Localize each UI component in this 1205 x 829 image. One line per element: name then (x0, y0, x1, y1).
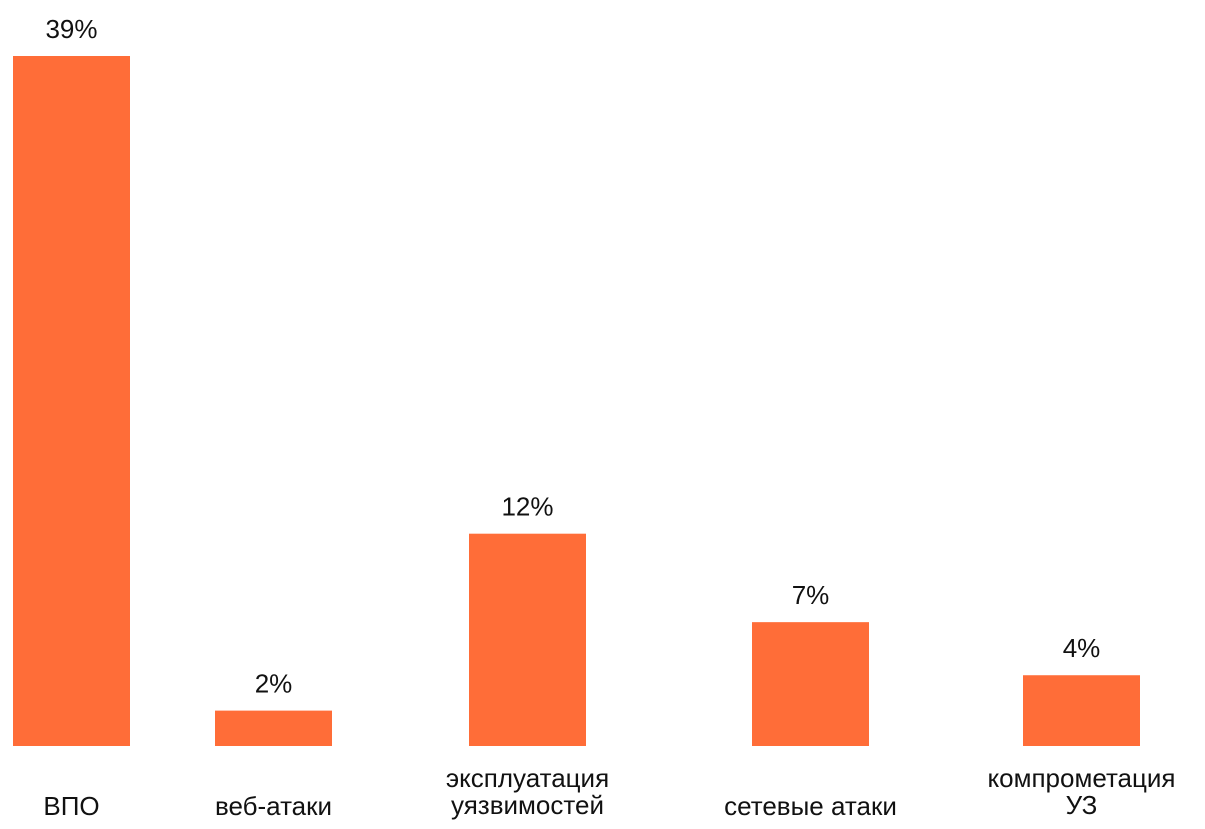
value-label-1: 39% (45, 14, 97, 44)
category-label-5: компрометация УЗ (987, 763, 1175, 820)
bar-2 (215, 710, 332, 746)
category-label-line: уязвимостей (451, 790, 604, 820)
category-label-line: компрометация (987, 763, 1175, 793)
category-label-3: эксплуатация уязвимостей (446, 763, 609, 820)
bars-group (13, 56, 1140, 746)
value-labels-group: 39% 2% 12% 7% 4% (45, 14, 1100, 699)
category-label-2: веб-атаки (215, 791, 332, 821)
category-label-1: ВПО (43, 791, 99, 821)
category-labels-group: ВПО веб-атаки эксплуатация уязвимостей сетев… (43, 763, 1175, 821)
category-label-line: веб-атаки (215, 791, 332, 821)
value-label-5: 4% (1063, 633, 1101, 663)
value-label-2: 2% (255, 669, 293, 699)
category-label-line: ВПО (43, 791, 99, 821)
bar-1 (13, 56, 130, 746)
category-label-line: эксплуатация (446, 763, 609, 793)
category-label-4: сетевые атаки (724, 791, 897, 821)
category-label-line: сетевые атаки (724, 791, 897, 821)
category-label-line: УЗ (1066, 790, 1098, 820)
value-label-3: 12% (501, 492, 553, 522)
bar-3 (469, 533, 586, 746)
bar-4 (752, 622, 869, 746)
bar-5 (1023, 675, 1140, 746)
value-label-4: 7% (792, 580, 830, 610)
